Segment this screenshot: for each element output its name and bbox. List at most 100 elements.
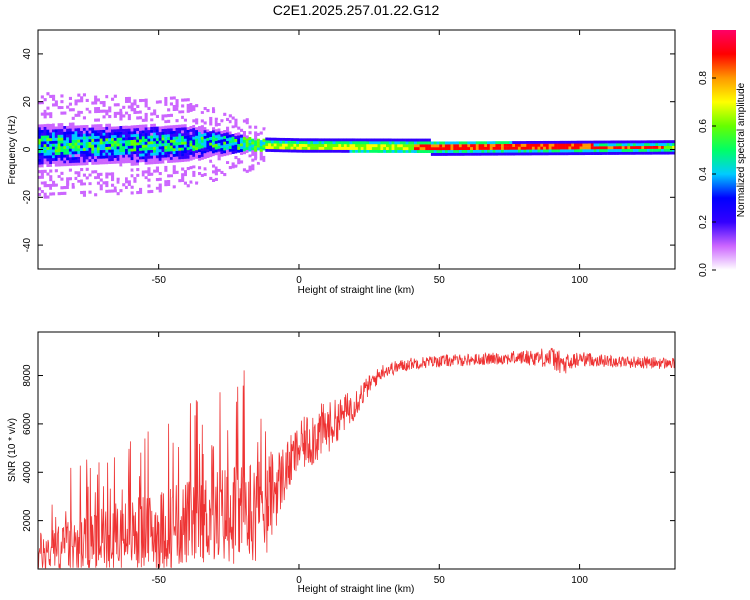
heatmap-cell (46, 132, 50, 136)
heatmap-cell (450, 147, 454, 151)
heatmap-cell (310, 155, 314, 159)
heatmap-cell (153, 140, 157, 144)
heatmap-cell (492, 146, 496, 150)
heatmap-cell (60, 94, 64, 98)
heatmap-cell (501, 141, 505, 145)
heatmap-cell (343, 149, 347, 153)
heatmap-cell (498, 155, 502, 159)
heatmap-cell (88, 121, 92, 125)
heatmap-cell (419, 138, 423, 142)
heatmap-cell (200, 145, 204, 149)
heatmap-cell (186, 178, 190, 182)
heatmap-cell (217, 119, 221, 123)
heatmap-cell (545, 149, 549, 153)
heatmap-cell (646, 134, 650, 138)
heatmap-cell (442, 147, 446, 151)
heatmap-cell (192, 127, 196, 131)
heatmap-cell (88, 127, 92, 131)
heatmap-cell (220, 147, 224, 151)
heatmap-cell (223, 141, 227, 145)
heatmap-cell (315, 161, 319, 165)
heatmap-cell (341, 141, 345, 145)
heatmap-cell (453, 135, 457, 139)
heatmap-cell (88, 150, 92, 154)
heatmap-cell (80, 99, 84, 103)
heatmap-cell (663, 134, 667, 138)
heatmap-cell (273, 146, 277, 150)
heatmap-cell (183, 152, 187, 156)
heatmap-cell (136, 139, 140, 143)
heatmap-cell (85, 150, 89, 154)
heatmap-cell (579, 143, 583, 147)
heatmap-cell (105, 135, 109, 139)
heatmap-cell (467, 138, 471, 142)
heatmap-cell (559, 137, 563, 141)
heatmap-cell (212, 150, 216, 154)
heatmap-cell (158, 183, 162, 187)
heatmap-cell (161, 146, 165, 150)
heatmap-cell (231, 122, 235, 126)
heatmap-cell (175, 150, 179, 154)
heatmap-cell (414, 158, 418, 162)
heatmap-cell (652, 131, 656, 135)
heatmap-cell (321, 132, 325, 136)
heatmap-cell (217, 151, 221, 155)
heatmap-cell (57, 131, 61, 135)
heatmap-cell (82, 142, 86, 146)
heatmap-cell (127, 114, 131, 118)
heatmap-cell (290, 129, 294, 133)
heatmap-cell (343, 155, 347, 159)
heatmap-cell (335, 155, 339, 159)
heatmap-cell (111, 135, 115, 139)
heatmap-cell (579, 149, 583, 153)
heatmap-cell (77, 130, 81, 134)
heatmap-cell (543, 149, 547, 153)
heatmap-cell (108, 117, 112, 121)
heatmap-cell (661, 142, 665, 146)
heatmap-cell (40, 95, 44, 99)
heatmap-cell (125, 180, 129, 184)
heatmap-cell (139, 144, 143, 148)
heatmap-cell (94, 130, 98, 134)
heatmap-cell (293, 158, 297, 162)
heatmap-cell (386, 138, 390, 142)
heatmap-cell (147, 161, 151, 165)
heatmap-cell (183, 181, 187, 185)
heatmap-cell (304, 149, 308, 153)
heatmap-cell (175, 139, 179, 143)
heatmap-cell (593, 137, 597, 141)
heatmap-cell (501, 143, 505, 147)
heatmap-cell (68, 151, 72, 155)
heatmap-cell (150, 149, 154, 153)
heatmap-cell (621, 134, 625, 138)
heatmap-cell (54, 100, 58, 104)
heatmap-cell (610, 154, 614, 158)
heatmap-cell (604, 151, 608, 155)
heatmap-cell (585, 149, 589, 153)
heatmap-cell (68, 134, 72, 138)
heatmap-cell (332, 135, 336, 139)
heatmap-cell (57, 134, 61, 138)
heatmap-cell (571, 140, 575, 144)
heatmap-cell (231, 130, 235, 134)
heatmap-cell (186, 184, 190, 188)
heatmap-cell (54, 157, 58, 161)
heatmap-cell (127, 131, 131, 135)
heatmap-cell (335, 141, 339, 145)
heatmap-cell (228, 148, 232, 152)
heatmap-cell (554, 140, 558, 144)
heatmap-cell (310, 158, 314, 162)
heatmap-cell (571, 149, 575, 153)
heatmap-cell (46, 155, 50, 159)
heatmap-cell (133, 108, 137, 112)
heatmap-cell (256, 141, 260, 145)
heatmap-cell (273, 143, 277, 147)
heatmap-cell (355, 155, 359, 159)
heatmap-cell (153, 152, 157, 156)
heatmap-cell (299, 161, 303, 165)
heatmap-cell (301, 132, 305, 136)
heatmap-cell (226, 132, 230, 136)
heatmap-cell (234, 135, 238, 139)
heatmap-cell (506, 135, 510, 139)
heatmap-cell (279, 131, 283, 135)
